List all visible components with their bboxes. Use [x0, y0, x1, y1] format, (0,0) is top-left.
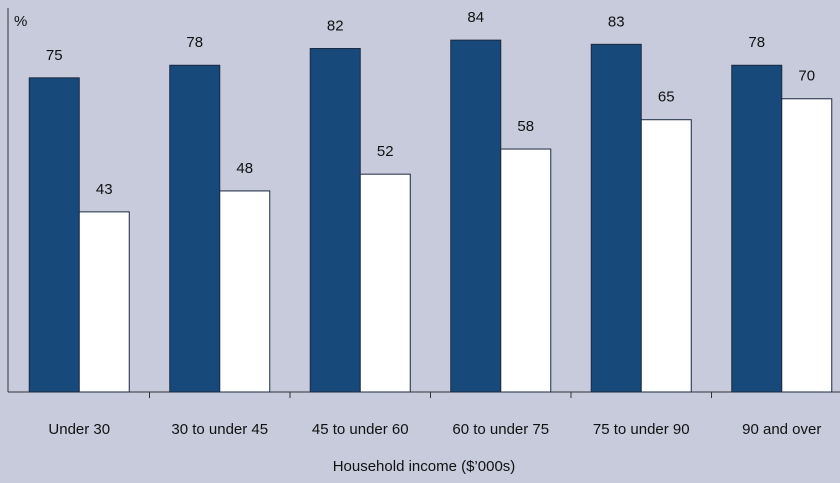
- data-label: 43: [96, 181, 113, 198]
- bar: [590, 43, 642, 393]
- data-label: 78: [748, 34, 765, 51]
- x-tick-label: 30 to under 45: [171, 421, 268, 438]
- bar: [359, 173, 411, 393]
- bar: [219, 190, 271, 393]
- x-tick-label: 45 to under 60: [312, 421, 409, 438]
- bar: [640, 119, 692, 393]
- data-label: 58: [517, 118, 534, 135]
- bar: [781, 98, 833, 393]
- x-axis-label: Household income ($’000s): [333, 458, 516, 475]
- bar: [78, 211, 130, 393]
- x-tick-label: 90 and over: [742, 421, 821, 438]
- bar: [731, 64, 783, 393]
- bar: [28, 77, 80, 393]
- bar: [500, 148, 552, 393]
- data-label: 82: [327, 17, 344, 34]
- x-tick-label: 75 to under 90: [593, 421, 690, 438]
- data-label: 84: [467, 9, 484, 26]
- data-label: 65: [658, 89, 675, 106]
- bar: [309, 48, 361, 393]
- y-axis-label: %: [14, 13, 27, 30]
- data-label: 75: [46, 47, 63, 64]
- data-label: 48: [236, 160, 253, 177]
- data-label: 52: [377, 143, 394, 160]
- data-label: 70: [798, 68, 815, 85]
- data-label: 78: [186, 34, 203, 51]
- x-tick-label: 60 to under 75: [452, 421, 549, 438]
- bar: [169, 64, 221, 393]
- bar: [450, 39, 502, 393]
- x-tick-label: Under 30: [48, 421, 110, 438]
- data-label: 83: [608, 13, 625, 30]
